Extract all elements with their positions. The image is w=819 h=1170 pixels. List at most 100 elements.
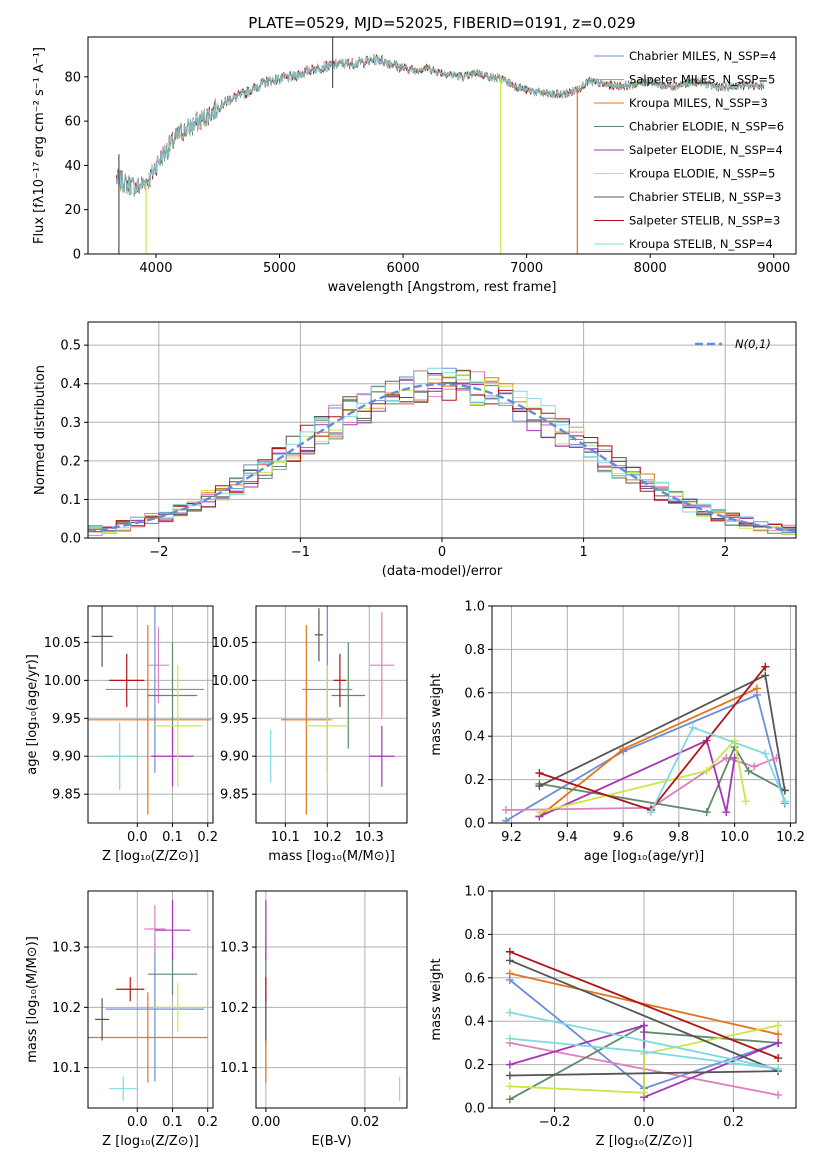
weight-marker (774, 1021, 783, 1030)
x-axis-label: Z [log₁₀(Z/Z⊙)] (102, 1134, 199, 1149)
errorbar-point (153, 983, 203, 1032)
legend-label: Kroupa MILES, N_SSP=3 (629, 96, 768, 110)
errorbar-point (151, 725, 194, 787)
y-axis-label: age [log₁₀(age/yr)] (25, 654, 40, 775)
weight-marker (774, 1054, 783, 1063)
x-tick-label: 0.1 (162, 1115, 183, 1130)
y-tick-label: 0.5 (60, 339, 81, 354)
plot-area (505, 947, 783, 1104)
panel-residuals: −2 −1 0 1 2 0.0 0.1 0.2 0.3 0.4 0.5 (data-model)/er… (33, 321, 797, 579)
legend-label: N(0,1) (735, 337, 771, 351)
x-tick-label: 4000 (139, 261, 172, 276)
chart-title: PLATE=0529, MJD=52025, FIBERID=0191, z=0… (248, 14, 635, 32)
weight-marker (505, 1082, 514, 1091)
weight-marker (774, 1090, 783, 1099)
legend: N(0,1) (695, 337, 771, 351)
x-axis-label: Z [log₁₀(Z/Z⊙)] (596, 1134, 693, 1149)
y-tick-label: 9.95 (220, 712, 249, 727)
weight-marker (744, 766, 753, 775)
x-tick-label: 9.2 (501, 830, 522, 845)
y-tick-label: 10.00 (44, 674, 81, 689)
weight-marker (535, 769, 544, 778)
x-tick-label: 0.2 (723, 1115, 744, 1130)
legend-label: Kroupa ELODIE, N_SSP=5 (629, 167, 775, 181)
y-tick-label: 9.95 (52, 712, 81, 727)
y-tick-label: 0.2 (60, 454, 81, 469)
errorbar-point (95, 998, 110, 1041)
weight-marker (505, 1095, 514, 1104)
x-tick-label: 10.3 (355, 830, 384, 845)
x-axis-label: (data-model)/error (382, 564, 503, 579)
x-axis-label: mass [log₁₀(M/M⊙)] (268, 849, 395, 864)
x-tick-label: 1 (579, 545, 587, 560)
errorbar-point (116, 977, 145, 1002)
plot-area (501, 662, 789, 823)
x-tick-label: 7000 (510, 261, 543, 276)
errorbar-point (91, 606, 113, 667)
x-axis-label: wavelength [Angstrom, rest frame] (328, 280, 557, 295)
weight-marker (722, 808, 731, 817)
axes-frame (491, 605, 797, 824)
errorbar-point (88, 624, 212, 815)
errorbar-point (88, 992, 208, 1083)
errorbar-point (268, 729, 273, 783)
x-tick-label: 9.6 (613, 830, 634, 845)
x-axis-label: Z [log₁₀(Z/Z⊙)] (102, 849, 199, 864)
x-tick-label: 0.2 (197, 1115, 218, 1130)
weight-marker (505, 969, 514, 978)
weight-marker (505, 1071, 514, 1080)
plot-area (88, 606, 212, 815)
weight-line (509, 972, 779, 1036)
panel-age-vs-Z: 0.0 0.1 0.2 9.85 9.90 9.95 10.00 10.05 Z [log₁₀(… (25, 605, 218, 864)
normal-model-curve (88, 382, 796, 533)
y-tick-label: 0.3 (60, 416, 81, 431)
x-tick-label: 10.2 (776, 830, 805, 845)
weight-line (539, 739, 736, 818)
legend-label: Chabrier MILES, N_SSP=4 (629, 49, 776, 63)
y-tick-label: 1.0 (464, 885, 485, 900)
weight-marker (741, 797, 750, 806)
weight-marker (774, 1038, 783, 1047)
weight-marker (761, 662, 770, 671)
x-tick-label: 0.02 (350, 1115, 379, 1130)
weight-marker (505, 947, 514, 956)
y-tick-label: 10.3 (220, 941, 249, 956)
weight-marker (702, 808, 711, 817)
x-tick-label: 2 (721, 545, 729, 560)
y-tick-label: 0.0 (60, 532, 81, 547)
errorbar-point (105, 936, 205, 1082)
legend-label: Chabrier STELIB, N_SSP=3 (629, 190, 781, 204)
weight-marker (640, 1088, 648, 1097)
plot-area (116, 37, 765, 254)
x-tick-label: 0.2 (197, 830, 218, 845)
axes-frame (87, 605, 214, 824)
y-tick-label: 0.6 (464, 686, 485, 701)
y-tick-label: 10.1 (220, 1061, 249, 1076)
weight-marker (702, 766, 711, 775)
y-tick-label: 80 (64, 70, 81, 85)
weight-marker (535, 808, 544, 817)
weight-line (539, 738, 747, 813)
weight-marker (535, 782, 544, 791)
y-tick-label: 0.4 (464, 730, 485, 745)
panel-weight-vs-Z: −0.2 0.0 0.2 0.0 0.2 0.4 0.6 0.8 1.0 Z [log₁₀(Z/Z… (429, 885, 797, 1149)
errorbar-point (147, 627, 169, 704)
errorbar-point (109, 1076, 138, 1101)
x-tick-label: 10.2 (313, 830, 342, 845)
weight-marker (761, 749, 770, 758)
y-axis-label: mass weight (429, 673, 444, 755)
x-tick-label: 9.4 (557, 830, 578, 845)
legend: Chabrier MILES, N_SSP=4 Salpeter MILES, N… (594, 49, 784, 251)
y-tick-label: 60 (64, 115, 81, 130)
y-tick-label: 40 (64, 159, 81, 174)
x-axis-label: age [log₁₀(age/yr)] (584, 849, 705, 864)
y-tick-label: 0.8 (464, 928, 485, 943)
errorbar-point (331, 642, 366, 749)
axes-frame (87, 321, 797, 539)
x-tick-label: 9.8 (669, 830, 690, 845)
weight-marker (780, 797, 789, 806)
legend-label: Salpeter MILES, N_SSP=5 (629, 73, 775, 87)
x-tick-label: 0.0 (634, 1115, 655, 1130)
weight-marker (774, 1064, 783, 1073)
y-tick-label: 10.1 (52, 1061, 81, 1076)
